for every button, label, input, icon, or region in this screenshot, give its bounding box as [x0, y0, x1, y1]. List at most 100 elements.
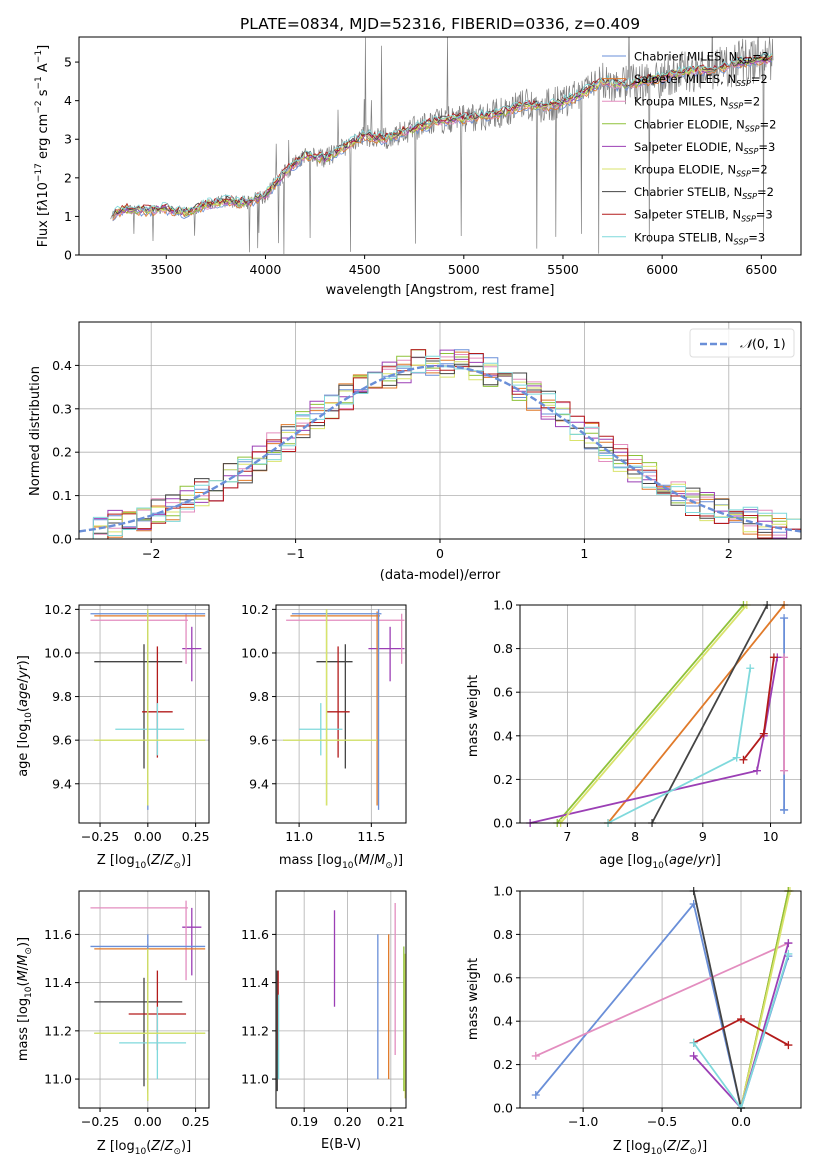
spectrum-legend-label-7: Salpeter STELIB, NSSP=3: [634, 208, 773, 224]
spectrum-axes-frame: [78, 36, 802, 256]
wZ-xtick-label: −1.0: [568, 1114, 598, 1129]
wZ-ytick-label: 0.0: [493, 1101, 513, 1116]
residual-ylabel: Normed distribution: [28, 366, 43, 496]
ageZ-ytick-label: 9.8: [52, 689, 72, 704]
spectrum-legend-label-8: Kroupa STELIB, NSSP=3: [634, 230, 765, 246]
wAge-ytick-label: 0.4: [493, 728, 513, 743]
wAge-xtick-label: 9: [699, 829, 707, 844]
wAge-marker: [780, 805, 789, 814]
spectrum-ytick-label: 0: [64, 248, 72, 263]
ageZ-ytick-label: 9.6: [52, 733, 72, 748]
mE-xtick-label: 0.19: [290, 1114, 318, 1129]
wAge-line-5: [559, 604, 748, 824]
residual-xtick-label: 0: [436, 546, 444, 561]
residual-ytick-label: 0.4: [52, 358, 72, 373]
wZ-series: [531, 887, 794, 1112]
weight-vs-metallicity-panel: −1.0 −0.5 0.0 0.0 0.2 0.4 0.6 0.8 1.0: [493, 884, 802, 1129]
mE-xtick-label: 0.21: [377, 1114, 405, 1129]
spectrum-legend-label-5: Kroupa ELODIE, NSSP=2: [634, 163, 768, 179]
ageZ-ytick-label: 9.4: [52, 776, 72, 791]
wZ-xlabel: Z [log10(Z/Z⊙)]: [613, 1139, 707, 1157]
wAge-xtick-label: 7: [563, 829, 571, 844]
wAge-line-1: [607, 604, 785, 824]
normal-distribution-curve: [79, 364, 801, 533]
spectrum-xtick-label: 5500: [547, 262, 579, 277]
residual-ytick-label: 0.2: [52, 445, 72, 460]
spectrum-series: [110, 37, 774, 255]
ageM-ytick-label: 9.4: [249, 776, 269, 791]
residual-xtick-label: −2: [142, 546, 160, 561]
mZ-ytick-label: 11.4: [44, 975, 72, 990]
residual-histogram-4: [79, 349, 801, 539]
mass-vs-metallicity-panel: −0.25 0.00 0.25 11.0 11.2 11.4 11.6: [44, 890, 210, 1129]
mZ-xtick-label: −0.25: [81, 1114, 119, 1129]
wZ-marker: [784, 939, 793, 948]
wAge-marker: [769, 653, 778, 662]
residual-ytick-label: 0.0: [52, 532, 72, 547]
mZ-ytick-label: 11.0: [44, 1072, 72, 1087]
spectrum-legend-label-6: Chabrier STELIB, NSSP=2: [634, 185, 774, 201]
mZ-xlabel: Z [log10(Z/Z⊙)]: [97, 1139, 191, 1157]
model-spectrum-line-2: [112, 56, 773, 220]
residual-series: [79, 349, 801, 539]
residual-ytick-label: 0.1: [52, 488, 72, 503]
residual-xtick-label: 2: [725, 546, 733, 561]
wAge-xtick-label: 10: [763, 829, 779, 844]
residual-ytick-label: 0.3: [52, 401, 72, 416]
ageZ-ytick-label: 10.2: [44, 602, 72, 617]
mE-axes-frame: [275, 890, 407, 1109]
wZ-line-5: [692, 890, 742, 1109]
ageM-xtick-label: 11.5: [357, 829, 385, 844]
spectrum-ytick-label: 4: [64, 93, 72, 108]
wAge-series: [526, 601, 789, 827]
residual-histogram-8: [79, 355, 801, 539]
wAge-marker: [746, 664, 755, 673]
wZ-marker: [784, 949, 793, 958]
wZ-line-1: [535, 942, 789, 1057]
spectrum-ticks: 3500 4000 4500 5000 5500 6000 6500 0 1 2 3 4 5: [64, 55, 777, 277]
spectrum-legend-label-1: Salpeter MILES, NSSP=2: [634, 72, 768, 88]
wAge-marker: [780, 766, 789, 775]
spectrum-title: PLATE=0834, MJD=52316, FIBERID=0336, z=0…: [240, 15, 640, 33]
mZ-ytick-label: 11.6: [44, 927, 72, 942]
wZ-marker: [531, 1051, 540, 1060]
ageM-ytick-label: 10.0: [241, 645, 269, 660]
spectrum-legend-label-3: Chabrier ELODIE, NSSP=2: [634, 117, 776, 133]
spectrum-ytick-label: 1: [64, 209, 72, 224]
residual-legend-box: [689, 328, 795, 358]
wAge-ytick-label: 0.0: [493, 816, 513, 831]
ageZ-xtick-label: 0.00: [134, 829, 162, 844]
residual-xtick-label: −1: [286, 546, 304, 561]
ageZ-ylabel: age [log10(age/yr)]: [16, 655, 34, 777]
residual-xtick-label: 1: [580, 546, 588, 561]
wAge-marker: [732, 753, 741, 762]
wAge-axes-frame: [519, 604, 802, 824]
spectrum-xtick-label: 3500: [150, 262, 182, 277]
age-vs-mass-panel: 11.0 11.5 9.4 9.6 9.8 10.0 10.2: [241, 602, 407, 844]
ageM-ytick-label: 9.8: [249, 689, 269, 704]
spectrum-plot-area: [79, 37, 801, 255]
wAge-marker: [780, 653, 789, 662]
wAge-line-6: [651, 604, 768, 824]
mE-points: [276, 903, 406, 1099]
wZ-marker: [689, 1038, 698, 1047]
mZ-points: [90, 900, 206, 1101]
mZ-ytick-label: 11.2: [44, 1023, 72, 1038]
residual-legend: 𝒩(0, 1): [689, 328, 795, 358]
residual-ticks: −2 −1 0 1 2 0.0 0.1 0.2 0.3 0.4: [52, 358, 733, 561]
wZ-marker: [737, 1015, 746, 1024]
spectrum-ytick-label: 3: [64, 132, 72, 147]
mZ-xtick-label: 0.25: [182, 1114, 210, 1129]
wAge-marker: [752, 766, 761, 775]
wZ-xtick-label: 0.0: [731, 1114, 751, 1129]
ageM-ytick-label: 10.2: [241, 602, 269, 617]
wZ-ytick-label: 0.8: [493, 927, 513, 942]
spectrum-ytick-label: 2: [64, 170, 72, 185]
wAge-ytick-label: 1.0: [493, 598, 513, 613]
wZ-ytick-label: 0.6: [493, 970, 513, 985]
wZ-line-4: [740, 890, 791, 1109]
mE-ytick-label: 11.2: [241, 1023, 269, 1038]
wZ-xtick-label: −0.5: [647, 1114, 677, 1129]
residual-legend-label: 𝒩(0, 1): [740, 336, 786, 351]
